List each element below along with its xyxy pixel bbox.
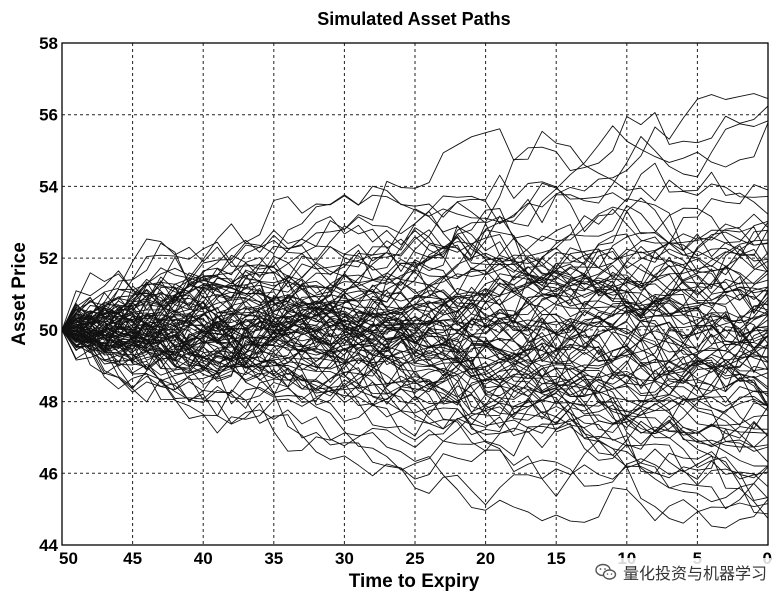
y-tick-label: 58	[39, 34, 58, 53]
asset-path-line	[61, 243, 769, 350]
asset-path-line	[61, 308, 769, 398]
asset-path-line	[61, 329, 769, 429]
x-tick-label: 20	[476, 549, 495, 568]
asset-path-line	[61, 225, 769, 331]
asset-path-line	[61, 224, 769, 349]
asset-path-line	[61, 93, 769, 336]
asset-path-line	[61, 235, 769, 385]
asset-path-line	[61, 267, 769, 408]
asset-path-line	[61, 197, 769, 370]
asset-path-line	[61, 120, 769, 337]
asset-path-line	[61, 319, 769, 398]
asset-path-line	[61, 312, 769, 434]
asset-path-line	[61, 207, 769, 344]
asset-path-line	[61, 293, 769, 400]
watermark-text: 量化投资与机器学习	[622, 564, 767, 583]
asset-path-line	[61, 122, 769, 333]
asset-path-line	[61, 294, 769, 404]
asset-path-line	[61, 130, 769, 331]
asset-path-line	[61, 250, 769, 378]
asset-path-line	[61, 303, 769, 369]
asset-path-line	[61, 329, 769, 448]
chart-title: Simulated Asset Paths	[317, 9, 510, 29]
asset-path-line	[61, 229, 769, 374]
asset-path-line	[61, 288, 769, 399]
asset-path-line	[61, 295, 769, 368]
asset-path-line	[61, 329, 769, 506]
x-tick-label: 45	[123, 549, 142, 568]
y-tick-label: 50	[39, 321, 58, 340]
asset-path-line	[61, 270, 769, 435]
y-tick-label: 44	[39, 536, 58, 555]
x-tick-label: 35	[264, 549, 283, 568]
plot-area	[61, 42, 769, 546]
x-tick-label: 40	[194, 549, 213, 568]
asset-path-line	[61, 322, 769, 524]
paths	[61, 93, 769, 529]
asset-path-line	[61, 321, 769, 479]
asset-path-line	[61, 265, 769, 362]
asset-path-line	[61, 194, 769, 352]
asset-path-line	[61, 242, 769, 360]
asset-path-line	[61, 292, 769, 407]
asset-path-line	[61, 309, 769, 445]
x-axis-label: Time to Expiry	[349, 571, 480, 592]
asset-path-line	[61, 313, 769, 515]
asset-path-line	[61, 329, 769, 461]
x-tick-label: 25	[406, 549, 425, 568]
x-tick-label: 15	[547, 549, 566, 568]
y-tick-label: 54	[39, 177, 58, 196]
asset-path-line	[61, 295, 769, 382]
y-tick-label: 52	[39, 249, 58, 268]
y-tick-label: 46	[39, 464, 58, 483]
asset-path-line	[61, 269, 769, 393]
asset-path-line	[61, 295, 769, 367]
wechat-icon	[595, 563, 617, 580]
asset-path-line	[62, 208, 769, 369]
y-axis-ticks: 44 46 48 50 52 54 56 58	[39, 34, 58, 555]
asset-path-line	[61, 289, 769, 463]
asset-path-line	[61, 239, 769, 331]
x-tick-label: 30	[335, 549, 354, 568]
asset-path-line	[61, 216, 769, 331]
asset-path-line	[61, 319, 769, 413]
asset-path-line	[61, 246, 769, 390]
x-tick-label: 50	[59, 549, 78, 568]
asset-path-line	[61, 264, 769, 362]
asset-path-line	[61, 326, 769, 488]
asset-path-line	[61, 316, 769, 501]
asset-path-line	[61, 263, 769, 354]
y-axis-label: Asset Price	[9, 242, 30, 346]
asset-path-line	[61, 329, 769, 449]
watermark: 量化投资与机器学习	[590, 558, 771, 586]
asset-path-line	[61, 276, 769, 374]
y-tick-label: 48	[39, 393, 58, 412]
asset-path-line	[61, 323, 769, 410]
y-tick-label: 56	[39, 106, 58, 125]
asset-path-line	[61, 329, 769, 529]
asset-path-line	[61, 315, 769, 426]
